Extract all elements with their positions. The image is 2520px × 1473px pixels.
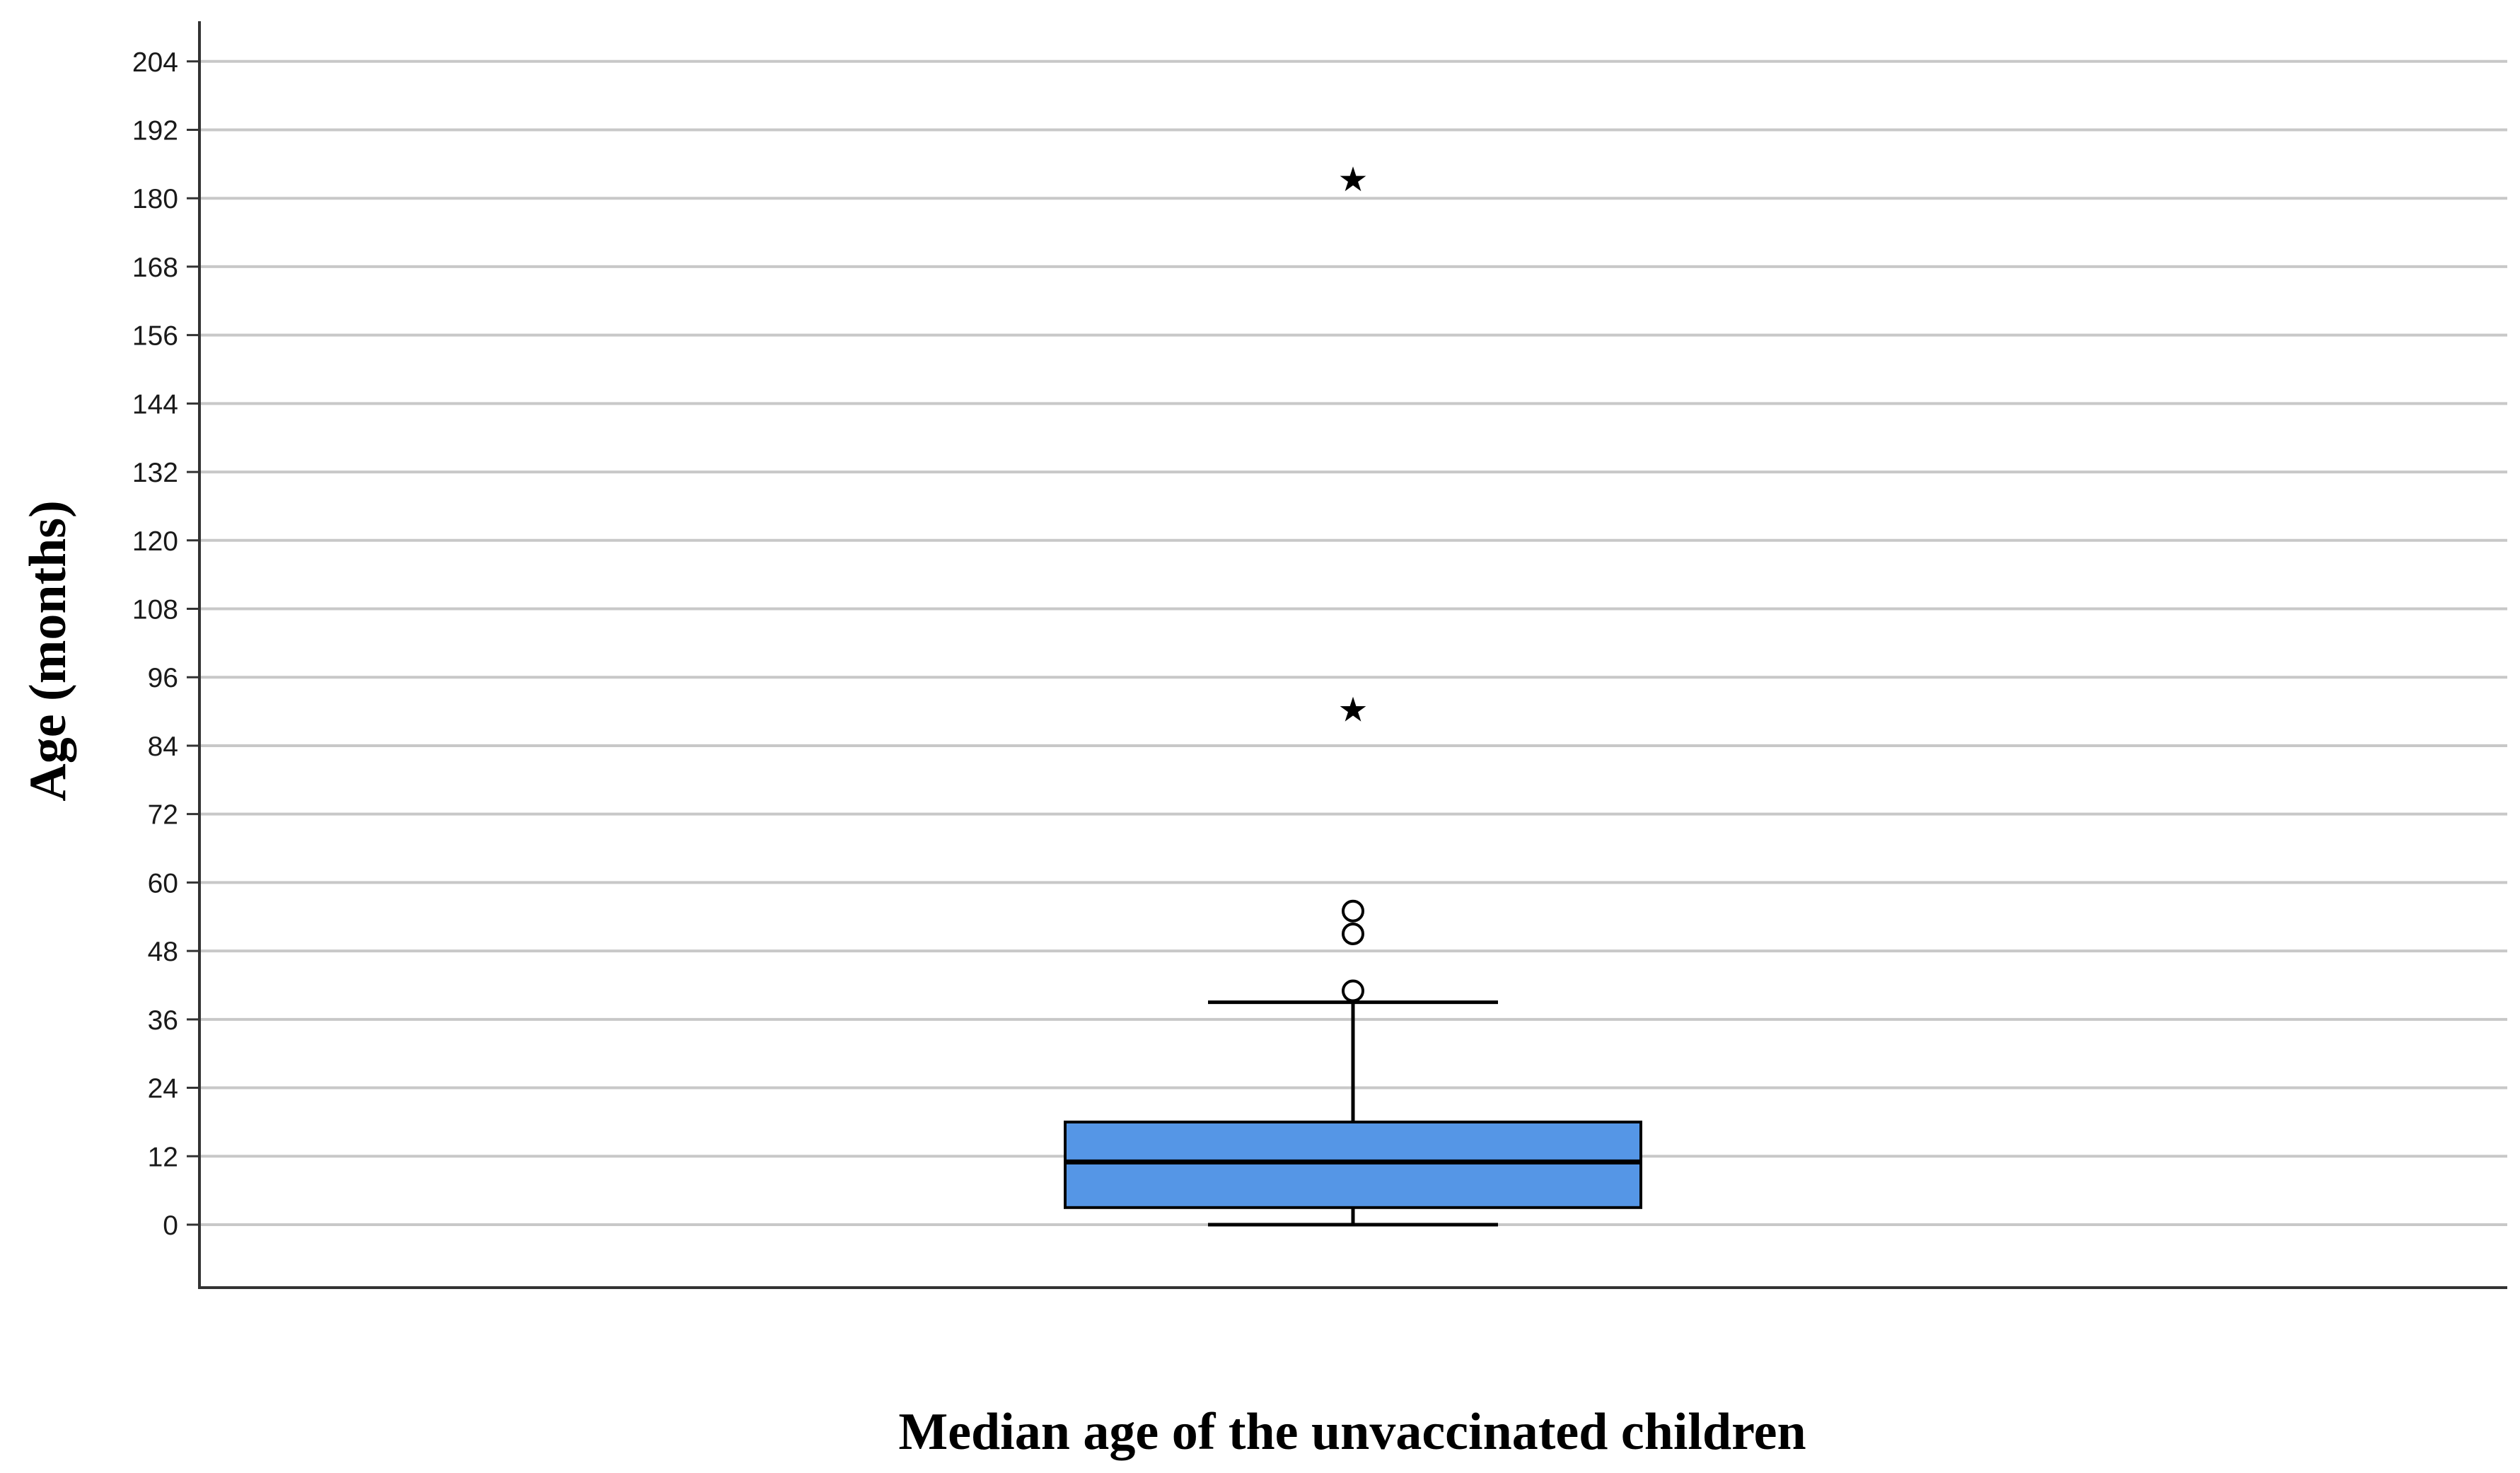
- y-tick-label: 168: [132, 253, 178, 283]
- y-tick-label: 96: [148, 663, 178, 693]
- outlier-circle: [1342, 979, 1364, 1003]
- y-tick-label: 84: [148, 732, 178, 762]
- y-tick-label: 204: [132, 47, 178, 78]
- gridlines: [199, 59, 2507, 1226]
- y-tick-label: 132: [132, 458, 178, 488]
- axes: [198, 21, 2507, 1289]
- outlier-circle: [1342, 922, 1364, 945]
- y-tick-label: 48: [148, 937, 178, 967]
- y-tick-labels: 0 12 24 36 48 60 72 84 96 108 120 132 144 156 168 180 19…: [132, 47, 199, 1241]
- extreme-star: ★: [1337, 160, 1368, 200]
- outlier-points: ★★: [1337, 160, 1369, 1003]
- y-tick-label: 12: [148, 1142, 178, 1172]
- iqr-box: [1064, 1120, 1642, 1209]
- outlier-circle: [1342, 899, 1364, 923]
- y-tick-label: 108: [132, 595, 178, 625]
- y-axis-title: Age (months): [19, 500, 77, 801]
- y-tick-label: 180: [132, 184, 178, 214]
- y-tick-label: 120: [132, 526, 178, 557]
- box-plot: [1064, 1000, 1642, 1227]
- y-tick-label: 192: [132, 115, 178, 146]
- x-axis-title: Median age of the unvaccinated children: [898, 1403, 1806, 1461]
- y-tick-label: 0: [163, 1211, 178, 1241]
- y-tick-label: 60: [148, 868, 178, 899]
- y-tick-label: 24: [148, 1074, 178, 1104]
- y-tick-label: 72: [148, 800, 178, 831]
- y-tick-label: 36: [148, 1005, 178, 1036]
- extreme-star: ★: [1337, 691, 1368, 730]
- y-tick-label: 144: [132, 389, 178, 420]
- y-tick-label: 156: [132, 321, 178, 352]
